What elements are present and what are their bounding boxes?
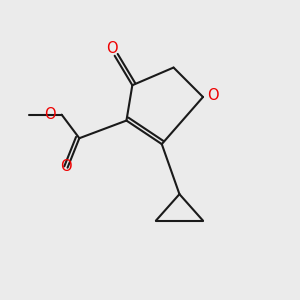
Text: O: O bbox=[44, 107, 56, 122]
Text: O: O bbox=[60, 159, 72, 174]
Text: O: O bbox=[208, 88, 219, 103]
Text: O: O bbox=[106, 41, 118, 56]
